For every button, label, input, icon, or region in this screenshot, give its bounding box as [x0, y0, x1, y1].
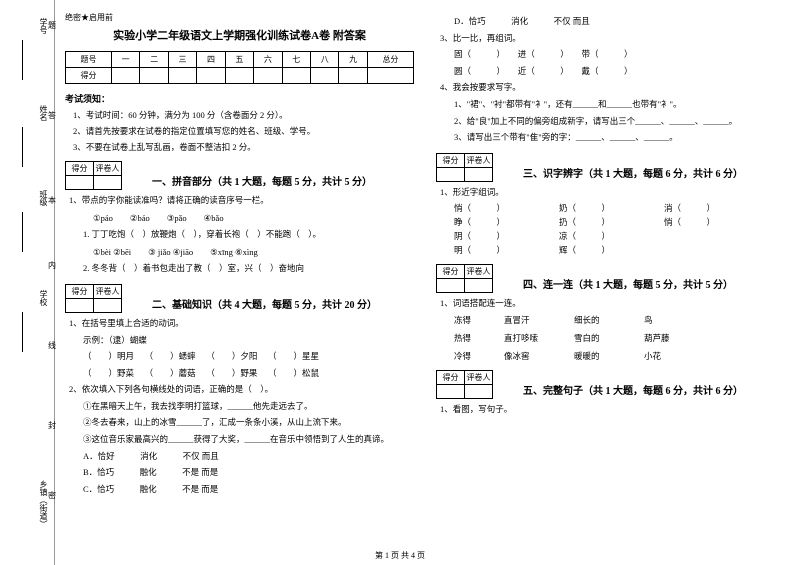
option: A．恰好 消化 不仅 而且 [83, 450, 414, 464]
char-row: 悄（ ） 奶（ ） 消（ ） [454, 202, 785, 214]
notice-item: 1、考试时间：60 分钟，满分为 100 分（含卷面分 2 分）。 [73, 109, 414, 122]
grader-table: 得分评卷人 [436, 370, 493, 399]
word-row: 固（ ） 进（ ） 带（ ） [454, 48, 785, 62]
option: B．恰巧 融化 不是 而是 [83, 466, 414, 480]
score-header: 三 [168, 52, 196, 68]
score-header: 八 [311, 52, 339, 68]
seal-mark: 答 [48, 110, 56, 121]
section-title: 四、连一连（共 1 大题，每题 5 分，共计 5 分） [523, 276, 733, 293]
option: D．恰巧 消化 不仅 而且 [454, 15, 785, 29]
sentence: 3、请写出三个带有"隹"旁的字：______、______、______。 [454, 131, 785, 145]
section-header: 得分评卷人 二、基础知识（共 4 大题，每题 5 分，共计 20 分） [65, 284, 414, 313]
score-cell: 得分 [66, 68, 112, 84]
question-text: 2、依次填入下列各句横线处的词语，正确的是（ ）。 [69, 383, 414, 397]
question-text: 1、形近字组词。 [440, 186, 785, 200]
score-header: 二 [140, 52, 168, 68]
grader-table: 得分评卷人 [436, 153, 493, 182]
score-cell [111, 68, 139, 84]
sentence: ②冬去春来，山上的冰雪______了，汇成一条条小溪，从山上流下来。 [83, 416, 414, 430]
seal-mark: 封 [48, 420, 56, 431]
binding-field [22, 212, 23, 252]
sentence: ①在黑暗天上午，我去找李明打篮球，______他先走远去了。 [83, 400, 414, 414]
binding-label: 乡镇（街道） [38, 480, 49, 528]
notice-item: 3、不要在试卷上乱写乱画，卷面不整洁扣 2 分。 [73, 141, 414, 154]
score-header: 五 [225, 52, 253, 68]
score-header: 九 [339, 52, 367, 68]
section-title: 三、识字辨字（共 1 大题，每题 6 分，共计 6 分） [523, 165, 743, 182]
score-header: 总分 [367, 52, 413, 68]
seal-mark: 题 [48, 20, 56, 31]
grader-table: 得分评卷人 [65, 284, 122, 313]
page-footer: 第 1 页 共 4 页 [0, 550, 800, 561]
pinyin-options: ①bèi ②bēi ③ jiǎo ④jiāo ⑤xīng ⑥xìng [93, 245, 414, 259]
notice-item: 2、请首先按要求在试卷的指定位置填写您的姓名、班级、学号。 [73, 125, 414, 138]
right-column: D．恰巧 消化 不仅 而且 3、比一比，再组词。 固（ ） 进（ ） 带（ ） … [436, 12, 785, 499]
fill-row: （ ）明月 （ ）蟋蟀 （ ）夕阳 （ ）星星 [83, 350, 414, 364]
score-header: 六 [254, 52, 282, 68]
char-row: 阴（ ） 凉（ ） [454, 230, 785, 242]
pinyin-options: ①páo ②báo ③pǎo ④bǎo [93, 211, 414, 225]
char-row: 睁（ ） 扔（ ） 悄（ ） [454, 216, 785, 228]
section-header: 得分评卷人 一、拼音部分（共 1 大题，每题 5 分，共计 5 分） [65, 161, 414, 190]
section-title: 一、拼音部分（共 1 大题，每题 5 分，共计 5 分） [152, 173, 372, 190]
grader-table: 得分评卷人 [65, 161, 122, 190]
table-row: 得分 [66, 68, 414, 84]
section-header: 得分评卷人 五、完整句子（共 1 大题，每题 6 分，共计 6 分） [436, 370, 785, 399]
score-header: 七 [282, 52, 310, 68]
page-content: 绝密★启用前 实验小学二年级语文上学期强化训练试卷A卷 附答案 题号 一 二 三… [65, 12, 785, 499]
binding-field [22, 127, 23, 167]
exam-title: 实验小学二年级语文上学期强化训练试卷A卷 附答案 [65, 27, 414, 43]
sentence: ③这位音乐家最高兴的______获得了大奖，______在音乐中领悟到了人生的真… [83, 433, 414, 447]
question-text: 1、词语搭配连一连。 [440, 297, 785, 311]
notice-header: 考试须知： [65, 92, 414, 105]
word-row: 圆（ ） 近（ ） 戴（ ） [454, 65, 785, 79]
table-row: 题号 一 二 三 四 五 六 七 八 九 总分 [66, 52, 414, 68]
seal-mark: 密 [48, 490, 56, 501]
left-column: 绝密★启用前 实验小学二年级语文上学期强化训练试卷A卷 附答案 题号 一 二 三… [65, 12, 414, 499]
score-header: 四 [197, 52, 225, 68]
option: C．恰巧 融化 不是 而是 [83, 483, 414, 497]
section-header: 得分评卷人 三、识字辨字（共 1 大题，每题 6 分，共计 6 分） [436, 153, 785, 182]
binding-column: 学号 姓名 班级 学校 乡镇（街道） 题 答 本 内 线 封 密 [0, 0, 55, 565]
question-text: 1、带点的字你能读准吗？请将正确的读音序号一栏。 [69, 194, 414, 208]
question-text: 4、我会按要求写字。 [440, 81, 785, 95]
section-header: 得分评卷人 四、连一连（共 1 大题，每题 5 分，共计 5 分） [436, 264, 785, 293]
score-table: 题号 一 二 三 四 五 六 七 八 九 总分 得分 [65, 51, 414, 84]
binding-field [22, 40, 23, 80]
sentence: 1、"裙"、"衬"都带有"衤"，还有______和______也带有"衤"。 [454, 98, 785, 112]
question-line: 2. 冬冬背（ ）着书包走出了教（ ）室，兴（ ）奋地向 [83, 262, 414, 276]
binding-field [22, 312, 23, 352]
grader-table: 得分评卷人 [436, 264, 493, 293]
section-title: 二、基础知识（共 4 大题，每题 5 分，共计 20 分） [152, 296, 377, 313]
question-text: 1、在括号里填上合适的动词。 [69, 317, 414, 331]
fill-row: （ ）野菜 （ ）蘑菇 （ ）野果 （ ）松鼠 [83, 367, 414, 381]
section-title: 五、完整句子（共 1 大题，每题 6 分，共计 6 分） [523, 382, 743, 399]
match-grid: 冻得直冒汗细长的鸟 热得直打哆嗦雪白的葫芦藤 冷得像冰窖暖暖的小花 [454, 314, 785, 362]
seal-mark: 本 [48, 195, 56, 206]
seal-mark: 内 [48, 260, 56, 271]
binding-label: 学校 [38, 290, 49, 306]
example-text: 示例：（逮）蝴蝶 [83, 334, 414, 348]
sentence: 2、给"良"加上不同的偏旁组成新字，请写出三个______、______、___… [454, 115, 785, 129]
question-line: 1. 丁丁吃饱（ ）放鞭炮（ ），穿着长袍（ ）不能跑（ ）。 [83, 228, 414, 242]
secret-label: 绝密★启用前 [65, 12, 414, 23]
question-text: 3、比一比，再组词。 [440, 32, 785, 46]
char-row: 明（ ） 辉（ ） [454, 244, 785, 256]
question-text: 1、看图，写句子。 [440, 403, 785, 417]
score-header: 一 [111, 52, 139, 68]
score-header: 题号 [66, 52, 112, 68]
seal-mark: 线 [48, 340, 56, 351]
